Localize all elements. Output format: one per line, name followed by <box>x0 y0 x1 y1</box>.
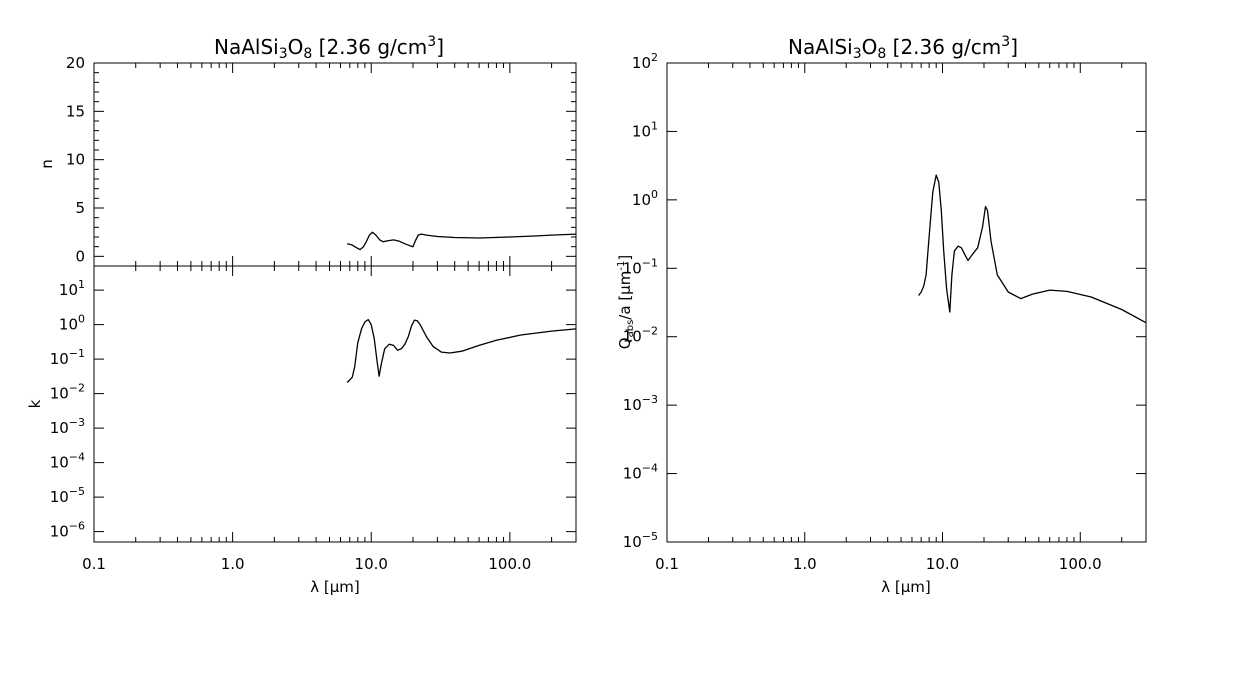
n-panel-frame <box>93 62 577 267</box>
qabs-panel-frame <box>666 62 1147 543</box>
y-tick-label: 100 <box>632 188 658 209</box>
x-tick-label: 100.0 <box>488 555 531 573</box>
y-tick-label: 10−4 <box>50 451 85 472</box>
y-tick-label: 20 <box>66 54 85 72</box>
y-tick-label: 10−4 <box>623 462 658 483</box>
x-tick-label: 100.0 <box>1059 555 1102 573</box>
y-tick-label: 10−5 <box>623 530 658 551</box>
y-tick-label: 10−2 <box>50 382 85 403</box>
x-tick-label: 1.0 <box>221 555 245 573</box>
x-tick-label: 0.1 <box>82 555 106 573</box>
y-tick-label: 101 <box>632 119 658 140</box>
y-tick-label: 101 <box>59 278 85 299</box>
left-title: NaAlSi3O8 [2.36 g/cm3] <box>214 34 444 62</box>
x-tick-label: 10.0 <box>926 555 959 573</box>
left-xlabel: λ [μm] <box>310 578 360 596</box>
y-tick-label: 10−1 <box>50 347 85 368</box>
n-ylabel: n <box>38 159 56 169</box>
k-panel-frame <box>93 265 577 543</box>
y-tick-label: 10−1 <box>623 256 658 277</box>
y-tick-label: 10−2 <box>623 325 658 346</box>
y-tick-label: 15 <box>66 102 85 120</box>
series-line-n <box>346 231 577 251</box>
k-ylabel: k <box>26 399 44 408</box>
y-tick-label: 10−5 <box>50 485 85 506</box>
right-title: NaAlSi3O8 [2.36 g/cm3] <box>788 34 1018 62</box>
y-tick-label: 102 <box>632 51 658 72</box>
y-tick-label: 10−3 <box>623 393 658 414</box>
y-tick-label: 5 <box>75 199 85 217</box>
series-line-qabsa <box>918 174 1147 324</box>
x-tick-label: 0.1 <box>655 555 679 573</box>
y-tick-label: 10−6 <box>50 520 85 541</box>
y-tick-label: 10 <box>66 151 85 169</box>
qabs-ylabel: Qabs/a [μm-1] <box>616 255 636 349</box>
y-tick-label: 100 <box>59 313 85 334</box>
series-line-k <box>346 318 577 383</box>
x-tick-label: 10.0 <box>355 555 388 573</box>
right-xlabel: λ [μm] <box>881 578 931 596</box>
y-tick-label: 10−3 <box>50 416 85 437</box>
x-tick-label: 1.0 <box>793 555 817 573</box>
y-tick-label: 0 <box>75 247 85 265</box>
